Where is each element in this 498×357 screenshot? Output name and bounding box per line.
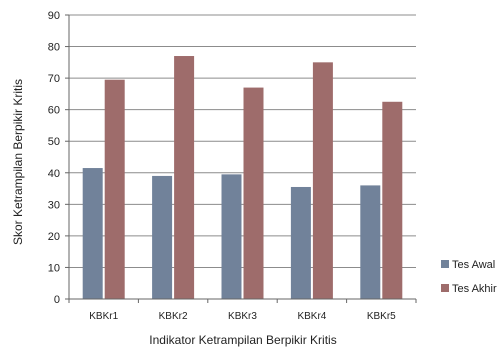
bar-tes-akhir (104, 79, 125, 299)
y-tick-label: 60 (48, 105, 60, 117)
bar-tes-awal (152, 175, 173, 299)
legend-swatch (441, 284, 449, 292)
y-tick-label: 10 (48, 262, 60, 274)
legend-label: Tes Awal (452, 259, 495, 271)
bar-tes-akhir (312, 62, 333, 300)
bar-tes-awal (360, 185, 381, 299)
y-tick-label: 30 (48, 199, 60, 211)
y-tick-label: 50 (48, 136, 60, 148)
x-tick-labels: KBKr1 KBKr2 KBKr3 KBKr4 KBKr5 (68, 299, 417, 322)
bar-tes-awal (82, 168, 103, 299)
y-tick-label: 20 (48, 231, 60, 243)
bars (82, 56, 403, 300)
y-tick-label: 70 (48, 73, 60, 85)
legend-swatch (441, 260, 449, 268)
y-tick-label: 0 (54, 294, 60, 306)
bar-tes-awal (290, 186, 311, 299)
x-tick-label: KBKr4 (297, 311, 326, 322)
x-tick-label: KBKr1 (89, 311, 118, 322)
y-tick-labels: 0 10 20 30 40 50 60 70 80 90 (48, 10, 69, 306)
bar-tes-awal (221, 174, 242, 299)
y-tick-label: 90 (48, 10, 60, 22)
axes (68, 15, 416, 300)
x-tick-label: KBKr5 (367, 311, 396, 322)
x-axis-label: Indikator Ketrampilan Berpikir Kritis (149, 333, 336, 347)
bar-tes-akhir (174, 56, 195, 300)
y-axis-label: Skor Ketrampilan Berpikir Kritis (11, 79, 25, 245)
y-tick-label: 40 (48, 168, 60, 180)
grid-lines (69, 14, 416, 268)
bar-tes-akhir (382, 101, 403, 300)
legend: Tes Awal Tes Akhir (441, 259, 497, 295)
bar-tes-akhir (243, 87, 264, 299)
x-tick-label: KBKr3 (228, 311, 257, 322)
x-tick-label: KBKr2 (159, 311, 188, 322)
legend-label: Tes Akhir (452, 283, 497, 295)
y-tick-label: 80 (48, 42, 60, 54)
